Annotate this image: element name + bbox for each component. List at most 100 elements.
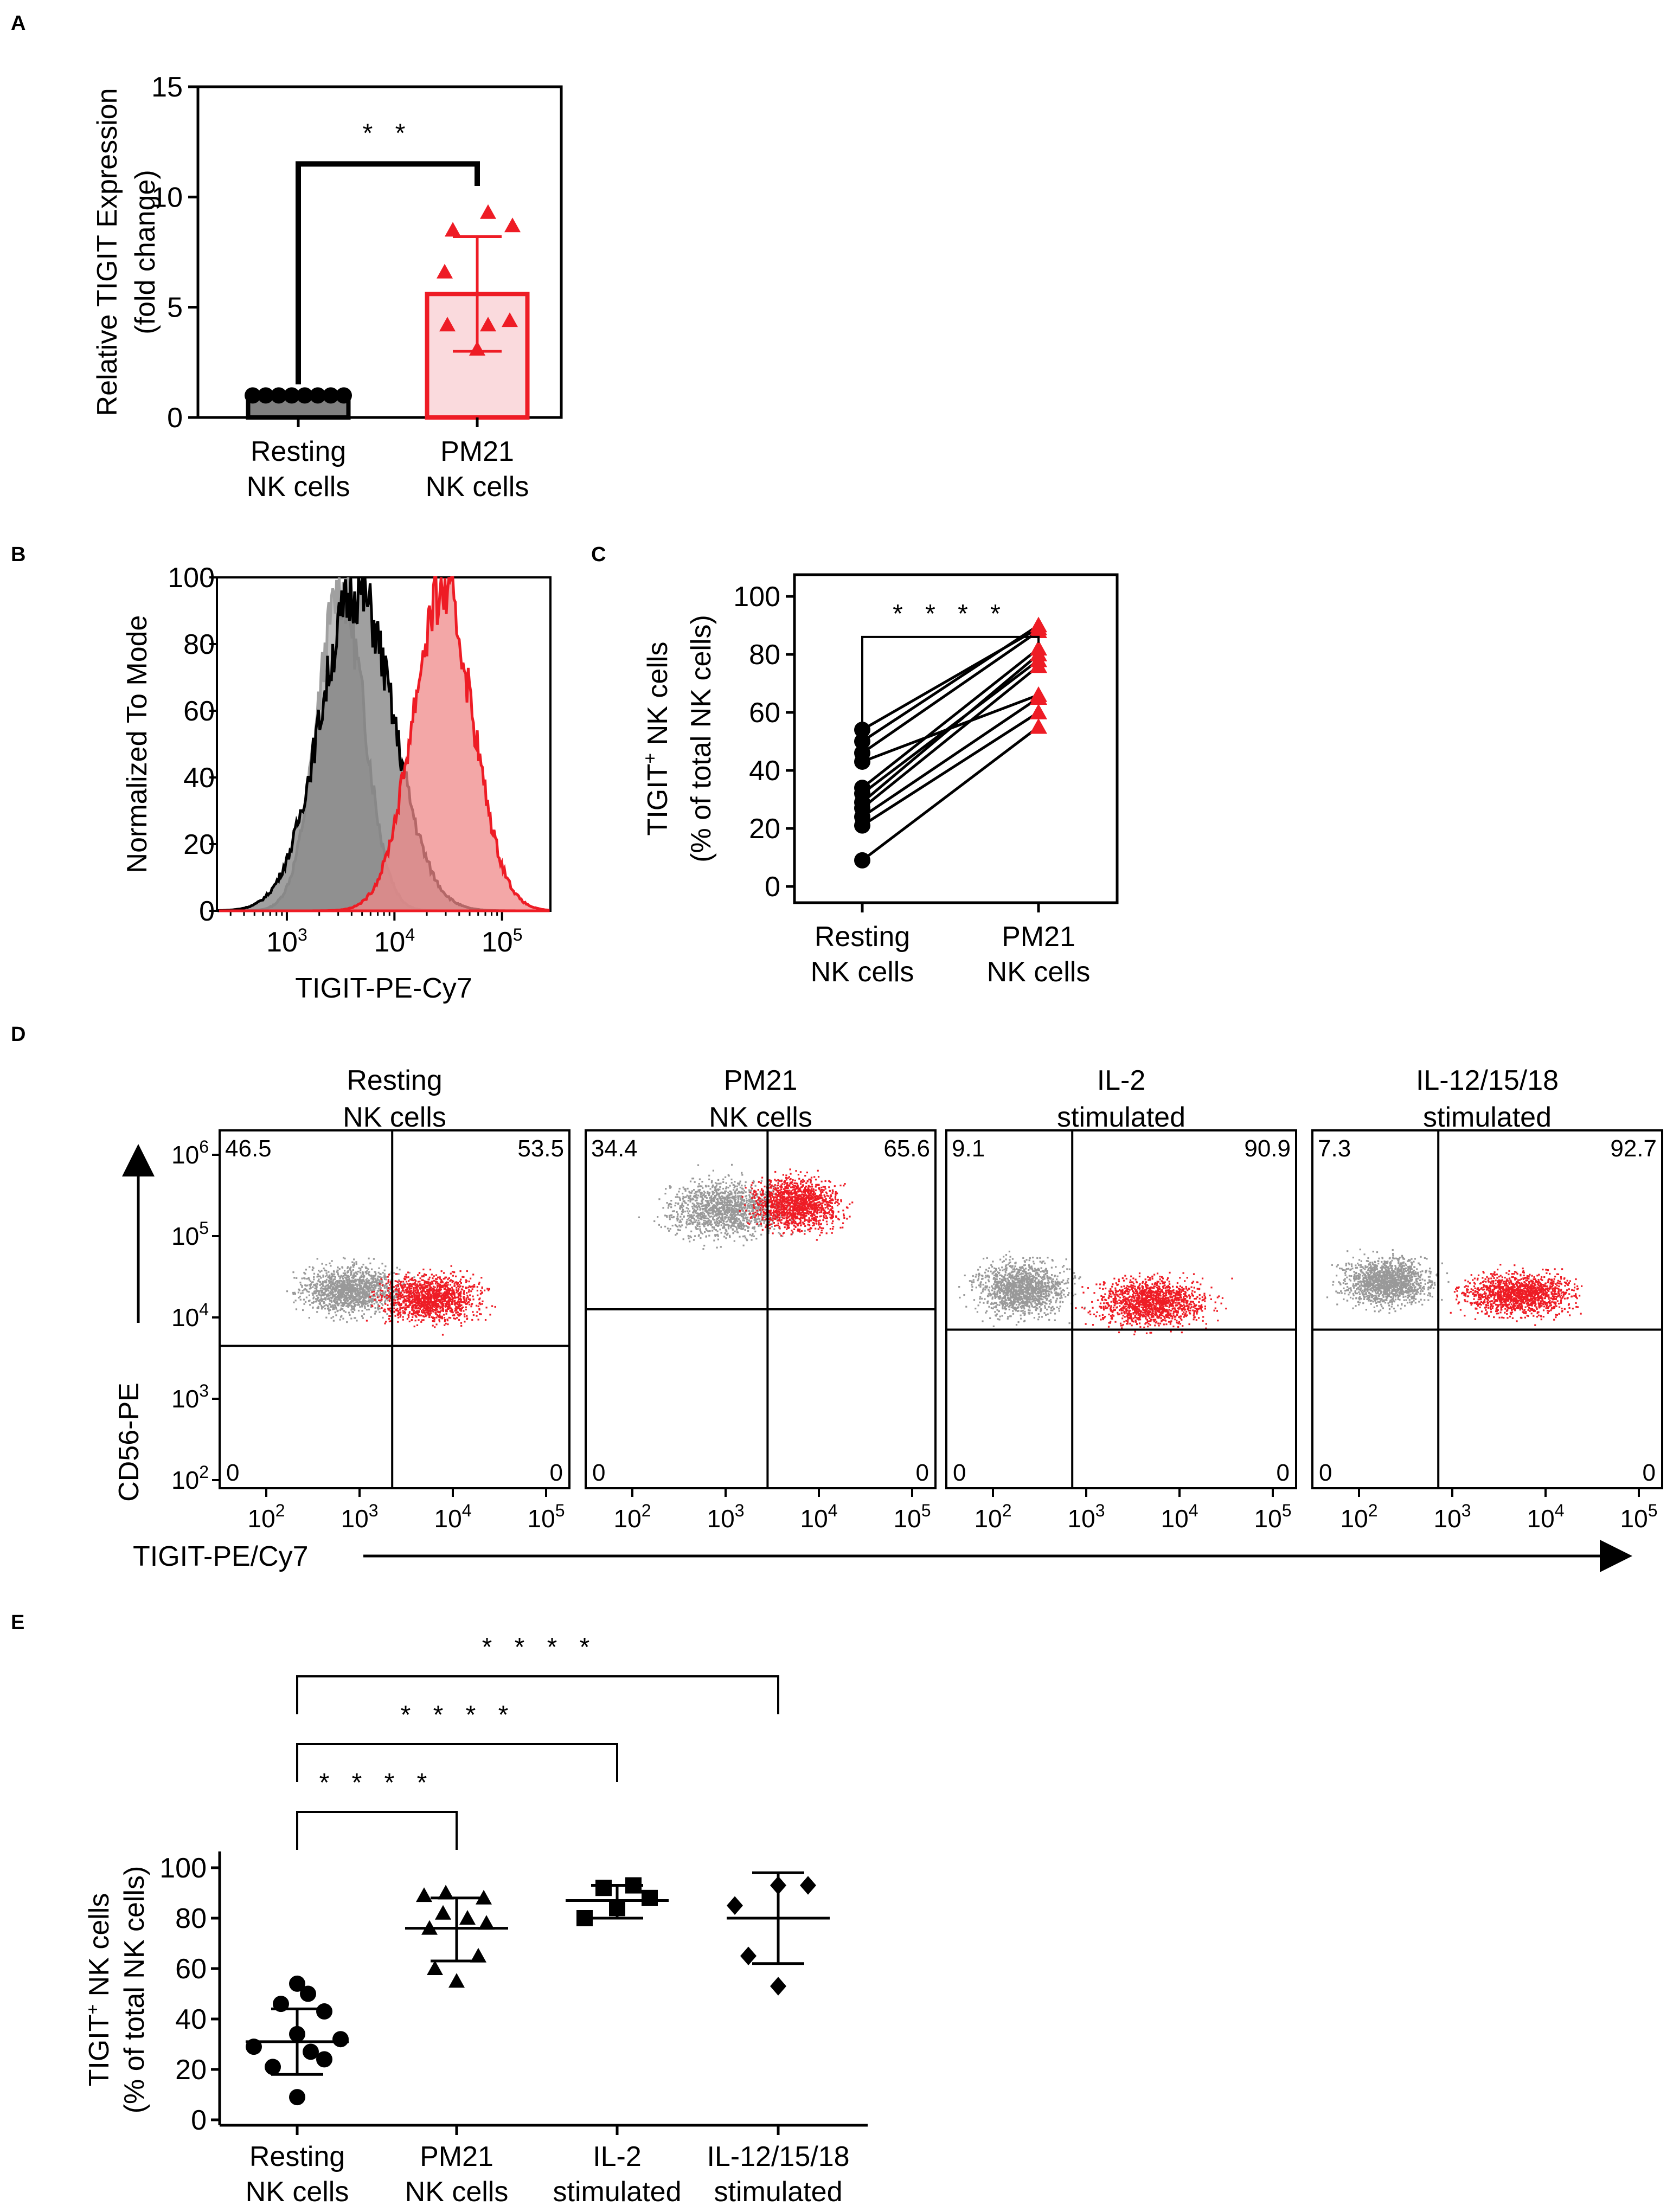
gray-event <box>683 1200 685 1203</box>
data-point <box>480 317 496 332</box>
red-event <box>813 1222 816 1224</box>
gray-event <box>312 1281 314 1283</box>
red-event <box>808 1188 810 1191</box>
red-event <box>428 1309 430 1311</box>
gray-event <box>671 1210 674 1212</box>
gray-event <box>383 1286 386 1288</box>
gray-event <box>723 1236 726 1238</box>
red-event <box>787 1221 789 1224</box>
gray-event <box>714 1207 716 1209</box>
red-event <box>815 1186 817 1188</box>
gray-event <box>354 1305 356 1307</box>
gray-event <box>681 1203 683 1205</box>
gray-event <box>351 1293 354 1295</box>
gray-event <box>675 1225 677 1227</box>
gray-event <box>757 1208 759 1210</box>
gray-event <box>681 1211 683 1213</box>
gray-event <box>698 1191 701 1193</box>
gray-event <box>667 1207 669 1209</box>
red-event <box>478 1302 480 1305</box>
red-event <box>400 1286 402 1288</box>
red-event <box>424 1284 426 1286</box>
red-event <box>388 1274 390 1276</box>
gray-event <box>753 1200 755 1203</box>
gray-event <box>707 1213 709 1216</box>
gray-event <box>328 1280 330 1282</box>
gray-event <box>351 1284 354 1287</box>
gray-event <box>331 1276 333 1278</box>
gray-event <box>336 1296 338 1298</box>
gray-event <box>710 1212 712 1214</box>
gray-event <box>350 1274 352 1276</box>
red-event <box>390 1281 392 1283</box>
gray-event <box>353 1296 355 1298</box>
y-tick-label: 0 <box>765 871 780 903</box>
gray-event <box>707 1212 709 1214</box>
gray-event <box>350 1301 352 1303</box>
red-event <box>454 1282 457 1284</box>
gray-event <box>703 1212 705 1214</box>
red-event <box>403 1300 406 1302</box>
gray-event <box>755 1207 758 1209</box>
red-event <box>757 1189 759 1191</box>
gray-event <box>335 1307 337 1309</box>
red-event <box>806 1209 809 1211</box>
gray-event <box>303 1271 305 1274</box>
red-event <box>448 1301 450 1303</box>
gray-event <box>728 1197 730 1199</box>
gray-event <box>708 1210 711 1212</box>
gray-event <box>695 1206 697 1208</box>
gray-event <box>697 1202 700 1205</box>
gray-event <box>342 1279 344 1282</box>
red-event <box>772 1185 774 1187</box>
red-event <box>447 1287 449 1289</box>
gray-event <box>753 1194 755 1197</box>
gray-event <box>717 1211 720 1213</box>
gray-event <box>676 1219 678 1221</box>
gray-event <box>760 1225 762 1227</box>
gray-event <box>723 1227 726 1229</box>
x-tick-label: Resting <box>815 921 910 953</box>
gray-event <box>722 1198 724 1200</box>
gray-event <box>376 1281 378 1283</box>
gray-event <box>386 1313 388 1315</box>
gray-event <box>725 1195 728 1198</box>
red-event <box>399 1312 401 1314</box>
gray-event <box>753 1201 755 1204</box>
pm21-point <box>1030 651 1047 667</box>
red-event <box>839 1226 842 1229</box>
red-event <box>417 1289 419 1291</box>
red-event <box>462 1301 464 1303</box>
gray-event <box>353 1284 355 1287</box>
red-event <box>387 1304 389 1306</box>
red-event <box>793 1186 795 1188</box>
gray-event <box>356 1320 358 1322</box>
red-event <box>418 1292 420 1294</box>
gray-event <box>709 1199 711 1201</box>
gray-event <box>741 1228 743 1230</box>
gray-event <box>356 1298 358 1300</box>
red-event <box>395 1309 397 1311</box>
red-event <box>416 1301 419 1304</box>
gray-event <box>687 1214 689 1217</box>
gray-event <box>730 1206 733 1209</box>
red-event <box>811 1195 813 1198</box>
red-event <box>787 1225 790 1227</box>
gray-event <box>776 1218 778 1220</box>
pair-line <box>861 647 1040 789</box>
red-event <box>449 1288 451 1290</box>
gray-event <box>709 1208 711 1210</box>
quadrant-ll: 0 <box>226 1459 239 1486</box>
gray-event <box>356 1287 358 1289</box>
red-event <box>465 1306 467 1308</box>
gray-event <box>355 1282 357 1284</box>
red-event <box>756 1223 758 1225</box>
gray-event <box>341 1295 343 1297</box>
gray-event <box>354 1291 356 1293</box>
red-event <box>427 1291 429 1293</box>
gray-event <box>705 1228 707 1230</box>
gray-event <box>704 1216 706 1218</box>
gray-event <box>383 1269 386 1271</box>
gray-event <box>742 1223 744 1225</box>
gray-event <box>697 1213 700 1216</box>
